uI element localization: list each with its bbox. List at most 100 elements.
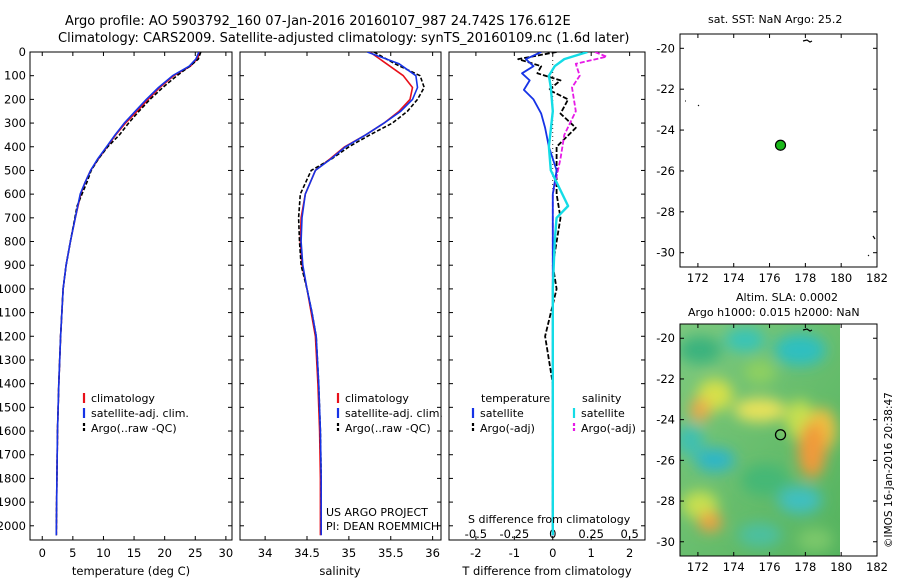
legend-label: Argo(-adj)	[581, 422, 636, 435]
climatology-salinity-line	[299, 52, 414, 536]
imos-credit: ©IMOS 16-Jan-2016 20:38:47	[883, 392, 895, 548]
lon-tick-label: 180	[830, 560, 852, 574]
top-tick-label: -0.25	[499, 527, 529, 541]
depth-tick-label: 0	[19, 45, 26, 59]
x-tick-label: 20	[157, 546, 172, 560]
lat-tick-label: -20	[656, 331, 675, 345]
legend-label: climatology	[91, 392, 155, 405]
sst-map-panel: sat. SST: NaN Argo: 25.2 172 174 176 178 180…	[656, 13, 888, 285]
argo-salinity-line	[297, 52, 426, 536]
lon-tick-label: 182	[866, 560, 888, 574]
lon-tick-label: 174	[723, 560, 745, 574]
difference-frame	[448, 51, 646, 541]
depth-tick-label: 200	[4, 92, 26, 106]
depth-tick-label: 500	[4, 163, 26, 177]
x-tick-label: 2	[626, 546, 633, 560]
legend-label: Argo(..raw -QC)	[91, 422, 177, 435]
x-tick-label: 36	[425, 546, 440, 560]
depth-tick-label: 2000	[0, 519, 26, 533]
difference-panel: -2 -1 0 1 2 -0.5 -0.25 0 0.25 0.5 temperature sal…	[448, 51, 646, 578]
s-difference-label: S difference from climatology	[468, 513, 631, 526]
salinity-panel: 34 34.5 35 35.5 36 climatology satellite-adj.…	[239, 51, 443, 578]
lon-tick-label: 182	[866, 271, 888, 285]
lon-tick-label: 174	[723, 271, 745, 285]
sla-heatmap-anomalies	[680, 328, 836, 552]
temperature-frame	[29, 51, 233, 541]
sla-map-frame	[679, 323, 878, 557]
legend-label: satellite	[480, 407, 524, 420]
coastline-fragments	[685, 39, 876, 257]
sla-anomaly-12	[695, 448, 735, 472]
legend-label: climatology	[345, 392, 409, 405]
temperature-legend: climatology satellite-adj. clim. Argo(..ra…	[82, 392, 189, 435]
depth-tick-label: 1800	[0, 471, 26, 485]
sla-anomaly-11	[680, 424, 704, 456]
salinity-x-axis: 34 34.5 35 35.5 36	[258, 52, 440, 560]
argo-temperature-line	[55, 52, 202, 536]
x-tick-label: 35.5	[378, 546, 404, 560]
depth-tick-label: 1100	[0, 306, 26, 320]
coastline-north	[802, 39, 813, 43]
argo-salinity-diff-line	[551, 52, 608, 536]
sla-anomaly-17	[738, 523, 782, 547]
lon-tick-label: 172	[687, 271, 709, 285]
salinity-legend: climatology satellite-adj. clim. Argo(..ra…	[336, 392, 443, 435]
argo-location-marker-sla	[774, 429, 787, 441]
depth-tick-label: 1000	[0, 282, 26, 296]
sla-anomaly-10	[798, 422, 826, 478]
sla-coastline-north	[802, 328, 813, 332]
depth-tick-label: 700	[4, 211, 26, 225]
x-tick-label: 34.5	[294, 546, 320, 560]
depth-tick-label: 1400	[0, 377, 26, 391]
depth-tick-label: 600	[4, 187, 26, 201]
depth-tick-label: 1200	[0, 329, 26, 343]
difference-depth-ticks	[449, 51, 645, 527]
sla-map-panel: Altim. SLA: 0.0002 Argo h1000: 0.015 h20…	[656, 291, 888, 574]
legend-label: satellite-adj. clim.	[345, 407, 443, 420]
figure-title-line2: Climatology: CARS2009. Satellite-adjuste…	[58, 31, 630, 46]
sst-map-axes: 172 174 176 178 180 182 -20 -22 -24 -26 -28 -30	[656, 34, 888, 285]
legend-header-salinity: salinity	[582, 392, 622, 405]
salinity-xlabel: salinity	[319, 564, 360, 578]
lon-tick-label: 172	[687, 560, 709, 574]
salinity-frame	[239, 51, 442, 541]
x-tick-label: 5	[69, 546, 76, 560]
lat-tick-label: -28	[656, 205, 675, 219]
top-tick-label: 0.5	[620, 527, 638, 541]
satellite-temperature-line	[55, 52, 200, 536]
figure-title-line1: Argo profile: AO 5903792_160 07-Jan-2016…	[65, 14, 571, 29]
depth-tick-label: 900	[4, 258, 26, 272]
sla-anomaly-18	[797, 528, 833, 552]
lat-tick-label: -28	[656, 494, 675, 508]
coastline-east	[872, 235, 876, 240]
lat-tick-label: -24	[656, 123, 675, 137]
depth-tick-label: 400	[4, 140, 26, 154]
lon-tick-label: 178	[794, 271, 816, 285]
difference-legend: temperature salinity satellite Argo(-adj) sa…	[471, 392, 636, 435]
salinity-series	[297, 52, 426, 536]
sla-map-title-line2: Argo h1000: 0.015 h2000: NaN	[688, 306, 860, 319]
lon-tick-label: 180	[830, 271, 852, 285]
sla-anomaly-15	[682, 491, 718, 519]
top-tick-label: 0.25	[578, 527, 604, 541]
x-tick-label: -2	[470, 546, 481, 560]
coastline-southeast	[867, 254, 870, 257]
depth-axis: 0 100 200 300 400 500 600 700 800 900 1000 1100 1200…	[0, 45, 232, 533]
x-tick-label: -1	[509, 546, 520, 560]
sla-map-axes: 172 174 176 178 180 182 -20 -22 -24 -26 -28 -30	[656, 324, 888, 574]
depth-tick-label: 1600	[0, 424, 26, 438]
lat-tick-label: -26	[656, 453, 675, 467]
depth-tick-label: 1300	[0, 353, 26, 367]
x-tick-label: 15	[127, 546, 142, 560]
argo-temperature-diff-line	[517, 52, 577, 536]
x-tick-label: 34	[258, 546, 273, 560]
sst-map-title: sat. SST: NaN Argo: 25.2	[708, 13, 842, 26]
depth-tick-label: 1900	[0, 495, 26, 509]
legend-header-temperature: temperature	[481, 392, 550, 405]
sla-anomaly-7	[734, 398, 786, 422]
depth-tick-label: 100	[4, 69, 26, 83]
sla-anomaly-4	[744, 360, 776, 384]
sst-map-frame	[679, 33, 878, 268]
lon-tick-label: 176	[759, 560, 781, 574]
lat-tick-label: -30	[656, 246, 675, 260]
